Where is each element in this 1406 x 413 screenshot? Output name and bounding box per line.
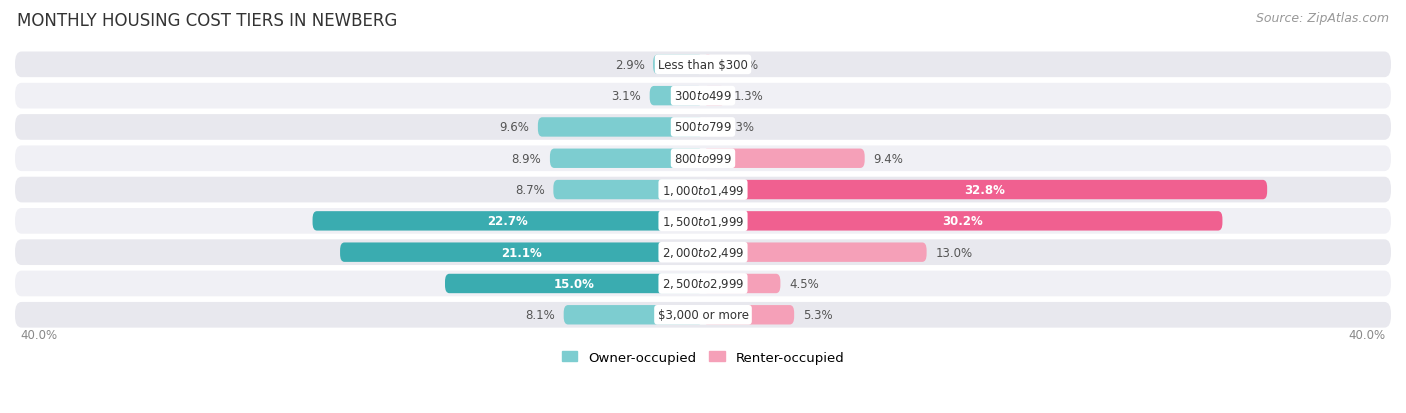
FancyBboxPatch shape: [703, 118, 709, 137]
Text: MONTHLY HOUSING COST TIERS IN NEWBERG: MONTHLY HOUSING COST TIERS IN NEWBERG: [17, 12, 398, 30]
Text: 0.33%: 0.33%: [717, 121, 754, 134]
Text: 40.0%: 40.0%: [20, 328, 58, 341]
Text: 13.0%: 13.0%: [935, 246, 973, 259]
FancyBboxPatch shape: [554, 180, 703, 200]
FancyBboxPatch shape: [312, 211, 703, 231]
Text: $500 to $799: $500 to $799: [673, 121, 733, 134]
FancyBboxPatch shape: [564, 305, 703, 325]
FancyBboxPatch shape: [550, 149, 703, 169]
Text: 15.0%: 15.0%: [554, 277, 595, 290]
Text: 8.1%: 8.1%: [526, 309, 555, 321]
FancyBboxPatch shape: [15, 52, 1391, 78]
Text: Source: ZipAtlas.com: Source: ZipAtlas.com: [1256, 12, 1389, 25]
Text: 0.56%: 0.56%: [721, 59, 758, 72]
Text: Less than $300: Less than $300: [658, 59, 748, 72]
Text: $3,000 or more: $3,000 or more: [658, 309, 748, 321]
Text: $2,000 to $2,499: $2,000 to $2,499: [662, 246, 744, 259]
Text: 5.3%: 5.3%: [803, 309, 832, 321]
Text: 8.9%: 8.9%: [512, 152, 541, 165]
FancyBboxPatch shape: [15, 209, 1391, 234]
FancyBboxPatch shape: [15, 83, 1391, 109]
Text: 32.8%: 32.8%: [965, 184, 1005, 197]
Text: $1,500 to $1,999: $1,500 to $1,999: [662, 214, 744, 228]
Text: 22.7%: 22.7%: [488, 215, 529, 228]
FancyBboxPatch shape: [654, 55, 703, 75]
Legend: Owner-occupied, Renter-occupied: Owner-occupied, Renter-occupied: [557, 345, 849, 369]
Text: 9.6%: 9.6%: [499, 121, 529, 134]
Text: $2,500 to $2,999: $2,500 to $2,999: [662, 277, 744, 291]
FancyBboxPatch shape: [703, 274, 780, 294]
FancyBboxPatch shape: [340, 243, 703, 262]
Text: $800 to $999: $800 to $999: [673, 152, 733, 165]
Text: 30.2%: 30.2%: [942, 215, 983, 228]
Text: $300 to $499: $300 to $499: [673, 90, 733, 103]
Text: 1.3%: 1.3%: [734, 90, 763, 103]
FancyBboxPatch shape: [15, 271, 1391, 297]
Text: 2.9%: 2.9%: [614, 59, 644, 72]
Text: 8.7%: 8.7%: [515, 184, 544, 197]
FancyBboxPatch shape: [703, 180, 1267, 200]
FancyBboxPatch shape: [446, 274, 703, 294]
FancyBboxPatch shape: [703, 55, 713, 75]
Text: 21.1%: 21.1%: [501, 246, 541, 259]
FancyBboxPatch shape: [703, 243, 927, 262]
Text: 40.0%: 40.0%: [1348, 328, 1386, 341]
FancyBboxPatch shape: [15, 240, 1391, 266]
FancyBboxPatch shape: [15, 115, 1391, 140]
FancyBboxPatch shape: [15, 177, 1391, 203]
FancyBboxPatch shape: [15, 302, 1391, 328]
FancyBboxPatch shape: [703, 211, 1222, 231]
Text: 9.4%: 9.4%: [873, 152, 903, 165]
Text: 4.5%: 4.5%: [789, 277, 818, 290]
FancyBboxPatch shape: [703, 87, 725, 106]
FancyBboxPatch shape: [703, 149, 865, 169]
FancyBboxPatch shape: [703, 305, 794, 325]
Text: 3.1%: 3.1%: [612, 90, 641, 103]
FancyBboxPatch shape: [538, 118, 703, 137]
FancyBboxPatch shape: [15, 146, 1391, 172]
Text: $1,000 to $1,499: $1,000 to $1,499: [662, 183, 744, 197]
FancyBboxPatch shape: [650, 87, 703, 106]
